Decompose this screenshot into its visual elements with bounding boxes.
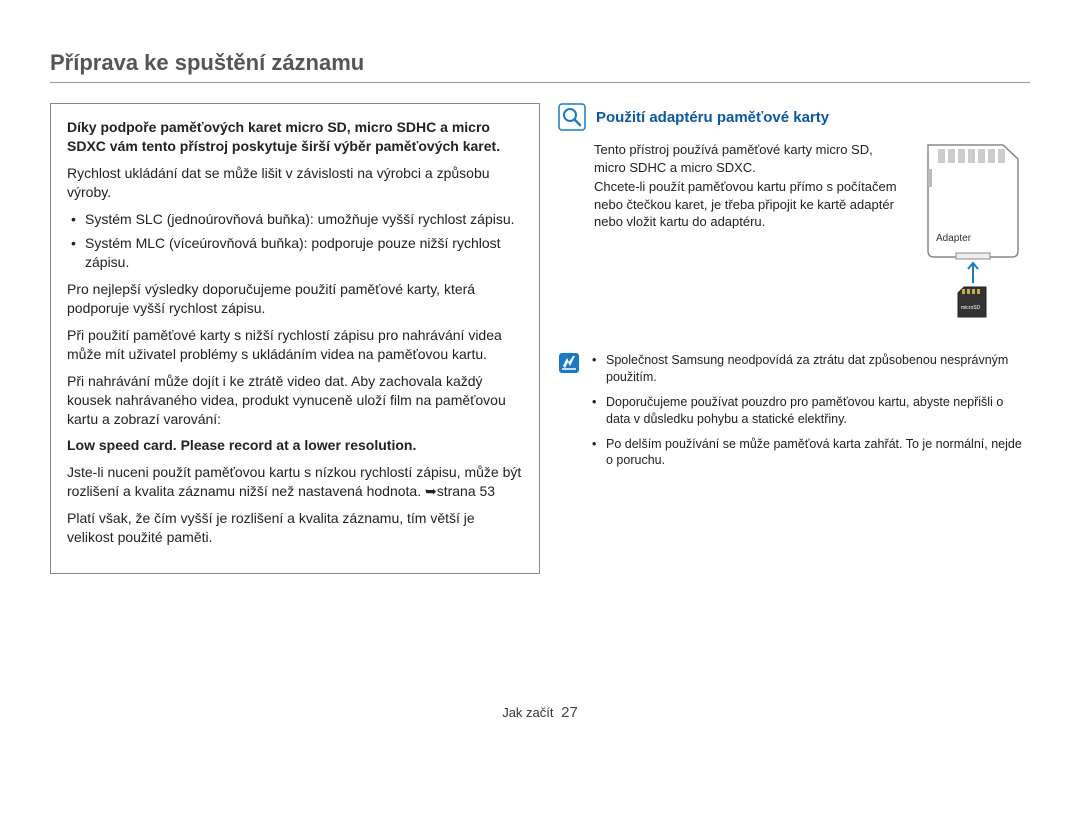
warning-bold: Low speed card. Please record at a lower… xyxy=(67,436,523,455)
para-3: Při použití paměťové karty s nižší rychl… xyxy=(67,326,523,364)
adapter-illustration: Adapter xyxy=(918,141,1028,326)
content-columns: Díky podpoře paměťových karet micro SD, … xyxy=(50,103,1030,574)
footer-section: Jak začít xyxy=(502,705,553,720)
right-column: Použití adaptéru paměťové karty Tento př… xyxy=(558,103,1028,574)
adapter-label: Adapter xyxy=(936,233,972,244)
page-footer: Jak začít 27 xyxy=(50,704,1030,721)
para-4: Při nahrávání může dojít i ke ztrátě vid… xyxy=(67,372,523,429)
notes-row: Společnost Samsung neodpovídá za ztrátu … xyxy=(558,352,1028,477)
note-1: Společnost Samsung neodpovídá za ztrátu … xyxy=(606,352,1028,386)
subheading-text: Použití adaptéru paměťové karty xyxy=(596,109,829,126)
para-6: Platí však, že čím vyšší je rozlišení a … xyxy=(67,509,523,547)
page: Příprava ke spuštění záznamu Díky podpoř… xyxy=(0,0,1080,741)
adapter-text: Tento přístroj používá paměťové karty mi… xyxy=(558,141,902,326)
note-icon xyxy=(558,352,582,379)
subheading-row: Použití adaptéru paměťové karty xyxy=(558,103,1028,131)
page-number: 27 xyxy=(561,704,578,721)
para-1: Rychlost ukládání dat se může lišit v zá… xyxy=(67,164,523,202)
page-title: Příprava ke spuštění záznamu xyxy=(50,50,1030,83)
magnifier-icon xyxy=(558,103,586,131)
svg-text:microSD: microSD xyxy=(961,305,981,311)
bullet-list: Systém SLC (jednoúrovňová buňka): umožňu… xyxy=(67,210,523,273)
adapter-text-1: Tento přístroj používá paměťové karty mi… xyxy=(594,141,902,176)
notes-list: Společnost Samsung neodpovídá za ztrátu … xyxy=(592,352,1028,477)
bullet-2: Systém MLC (víceúrovňová buňka): podporu… xyxy=(85,234,523,272)
adapter-text-2: Chcete-li použít paměťovou kartu přímo s… xyxy=(594,178,902,231)
note-2: Doporučujeme používat pouzdro pro paměťo… xyxy=(606,394,1028,428)
note-3: Po delším používání se může paměťová kar… xyxy=(606,436,1028,470)
left-column: Díky podpoře paměťových karet micro SD, … xyxy=(50,103,540,574)
para-2: Pro nejlepší výsledky doporučujeme použi… xyxy=(67,280,523,318)
adapter-row: Tento přístroj používá paměťové karty mi… xyxy=(558,141,1028,326)
info-box: Díky podpoře paměťových karet micro SD, … xyxy=(50,103,540,574)
intro-bold: Díky podpoře paměťových karet micro SD, … xyxy=(67,118,523,156)
bullet-1: Systém SLC (jednoúrovňová buňka): umožňu… xyxy=(85,210,523,229)
para-5: Jste-li nuceni použít paměťovou kartu s … xyxy=(67,463,523,501)
